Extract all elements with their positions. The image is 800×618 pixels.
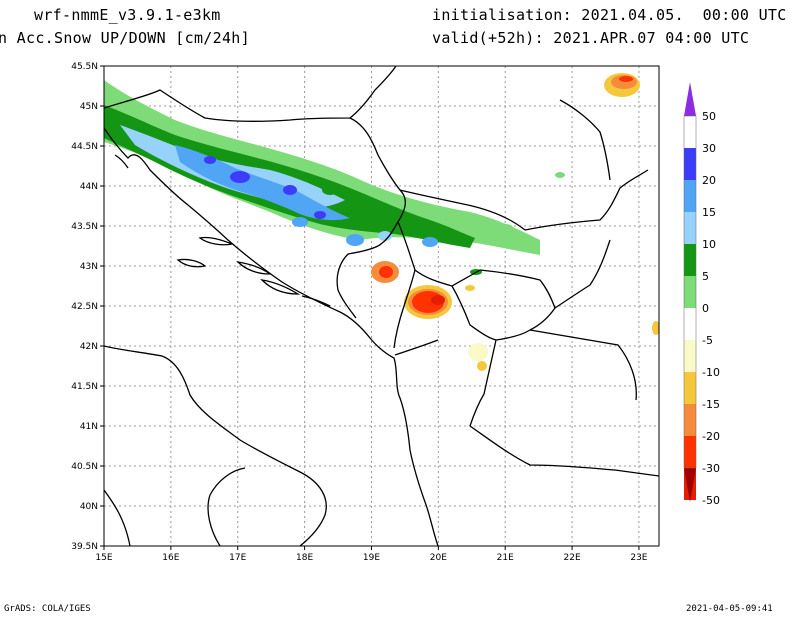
longitude-axis: 15E 16E 17E 18E 19E 20E 21E 22E 23E (95, 546, 648, 563)
initialisation-label: initialisation: 2021.04.05. 00:00 UTC (432, 6, 787, 24)
legend-label: 20 (702, 174, 716, 187)
lat-tick-label: 44N (80, 182, 98, 192)
lon-tick-label: 18E (296, 553, 313, 563)
lon-tick-label: 22E (564, 553, 581, 563)
lon-tick-label: 23E (630, 553, 647, 563)
lon-tick-label: 16E (162, 553, 179, 563)
coastlines-and-borders (104, 66, 659, 546)
legend-label: 0 (702, 302, 709, 315)
snow-melt-areas (371, 73, 659, 371)
legend-label: 15 (702, 206, 716, 219)
legend-label: 30 (702, 142, 716, 155)
legend-color-box (684, 340, 696, 372)
latitude-axis: 39.5N 40N 40.5N 41N 41.5N 42N 42.5N 43N 43.5N 44N… (71, 62, 104, 552)
lon-tick-label: 19E (363, 553, 380, 563)
lat-tick-label: 45.5N (71, 62, 98, 72)
lat-tick-label: 43.5N (71, 222, 98, 232)
footer-credit: GrADS: COLA/IGES (4, 604, 91, 614)
legend-color-box (684, 276, 696, 308)
legend-color-box (684, 308, 696, 340)
legend-color-box (684, 148, 696, 180)
lat-tick-label: 44.5N (71, 142, 98, 152)
lat-tick-label: 43N (80, 262, 98, 272)
lat-tick-label: 42.5N (71, 302, 98, 312)
legend-label: 50 (702, 110, 716, 123)
lon-tick-label: 15E (95, 553, 112, 563)
legend-bottom-arrow (684, 468, 696, 502)
lon-tick-label: 17E (229, 553, 246, 563)
lon-tick-label: 20E (430, 553, 447, 563)
legend-label: -5 (702, 334, 713, 347)
footer-timestamp: 2021-04-05-09:41 (686, 604, 773, 614)
legend-label: -30 (702, 462, 720, 475)
lat-tick-label: 40N (80, 502, 98, 512)
legend-color-box (684, 404, 696, 436)
legend-color-box (684, 180, 696, 212)
legend-label: -15 (702, 398, 720, 411)
legend-label: -10 (702, 366, 720, 379)
lat-tick-label: 40.5N (71, 462, 98, 472)
lon-tick-label: 21E (497, 553, 514, 563)
valid-time-label: valid(+52h): 2021.APR.07 04:00 UTC (432, 29, 750, 47)
lat-tick-label: 39.5N (71, 542, 98, 552)
legend-color-box (684, 212, 696, 244)
legend-color-box (684, 436, 696, 468)
legend-color-box (684, 372, 696, 404)
lat-tick-label: 42N (80, 342, 98, 352)
legend-label: 10 (702, 238, 716, 251)
legend-label: 5 (702, 270, 709, 283)
legend-label: -50 (702, 494, 720, 507)
lat-tick-label: 41.5N (71, 382, 98, 392)
legend-outline (683, 115, 697, 469)
field-title: n Acc.Snow UP/DOWN [cm/24h] (0, 29, 250, 47)
snow-accumulation-band (104, 80, 565, 275)
legend-color-box (684, 244, 696, 276)
lat-tick-label: 45N (80, 102, 98, 112)
legend-top-arrow (684, 82, 696, 116)
lat-tick-label: 41N (80, 422, 98, 432)
legend-label: -20 (702, 430, 720, 443)
model-title: wrf-nmmE_v3.9.1-e3km (34, 6, 221, 24)
